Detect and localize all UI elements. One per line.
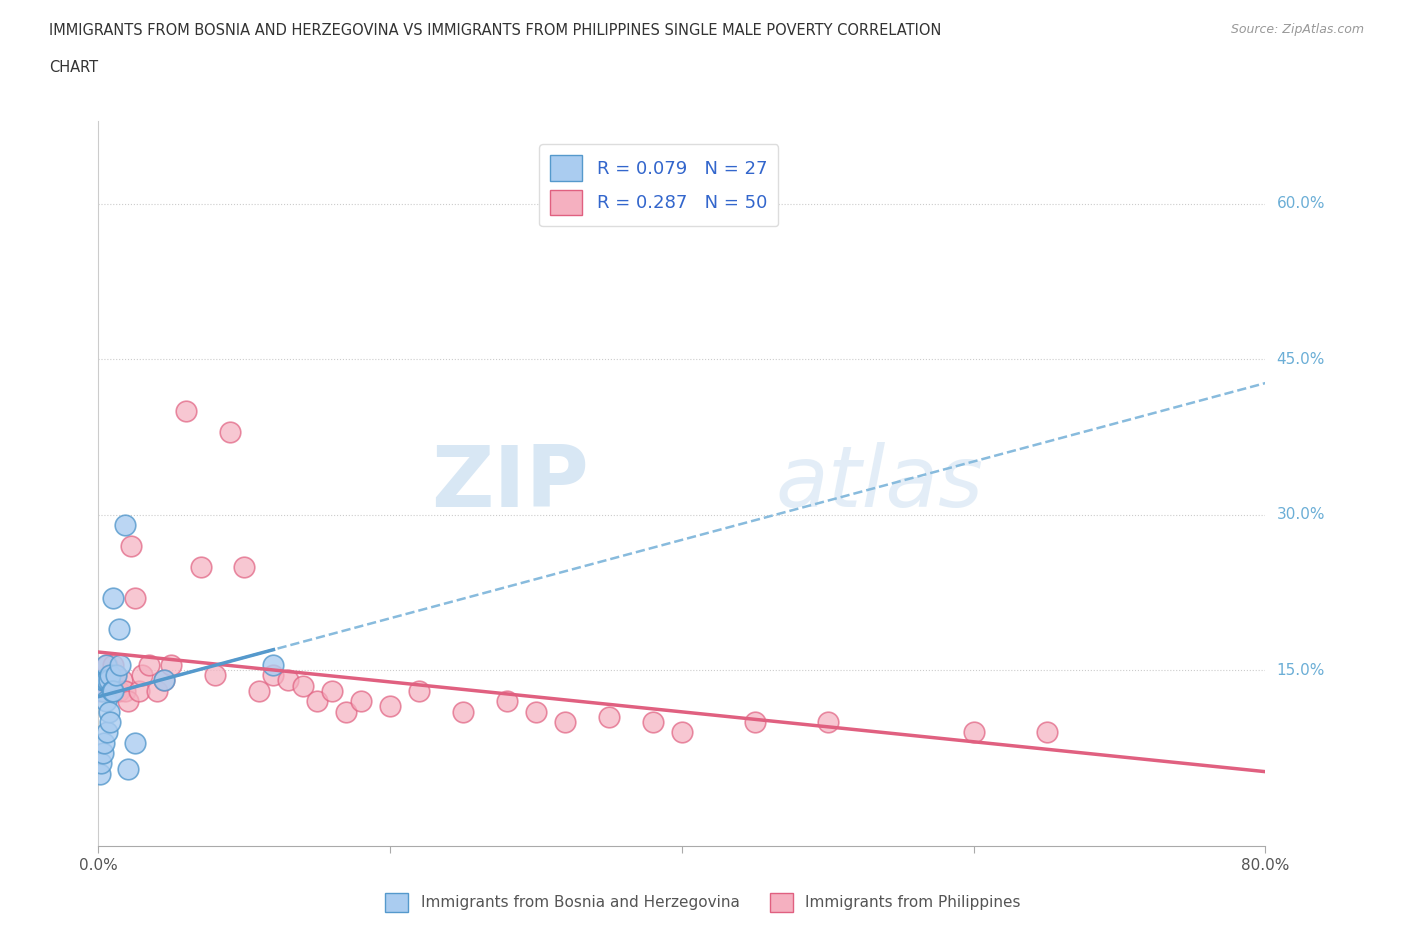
Text: CHART: CHART bbox=[49, 60, 98, 75]
Point bbox=[108, 684, 131, 698]
Point bbox=[128, 684, 150, 698]
Point bbox=[114, 684, 136, 698]
Text: 15.0%: 15.0% bbox=[1277, 663, 1324, 678]
Point bbox=[153, 673, 176, 688]
Point bbox=[94, 694, 117, 709]
Point bbox=[94, 673, 117, 688]
Point bbox=[160, 658, 183, 672]
Point bbox=[90, 756, 112, 771]
Point bbox=[262, 658, 284, 672]
Point bbox=[307, 694, 329, 709]
Point bbox=[97, 678, 120, 693]
Point bbox=[598, 710, 620, 724]
Point bbox=[451, 704, 474, 719]
Point bbox=[96, 658, 118, 672]
Text: 60.0%: 60.0% bbox=[1277, 196, 1324, 211]
Point bbox=[247, 684, 270, 698]
Point bbox=[93, 678, 115, 693]
Point bbox=[321, 684, 343, 698]
Point bbox=[524, 704, 547, 719]
Point bbox=[110, 658, 132, 672]
Point bbox=[117, 694, 139, 709]
Point bbox=[114, 518, 136, 533]
Point bbox=[120, 538, 142, 553]
Point bbox=[94, 658, 117, 672]
Point bbox=[146, 684, 169, 698]
Point bbox=[744, 714, 766, 729]
Text: 45.0%: 45.0% bbox=[1277, 352, 1324, 366]
Point bbox=[138, 658, 160, 672]
Point bbox=[190, 559, 212, 574]
Legend: R = 0.079   N = 27, R = 0.287   N = 50: R = 0.079 N = 27, R = 0.287 N = 50 bbox=[538, 144, 778, 226]
Point bbox=[1035, 724, 1057, 739]
Point bbox=[350, 694, 373, 709]
Point bbox=[380, 699, 402, 714]
Point bbox=[124, 736, 146, 751]
Point bbox=[98, 668, 121, 683]
Point bbox=[96, 673, 118, 688]
Point bbox=[111, 673, 134, 688]
Text: 30.0%: 30.0% bbox=[1277, 507, 1324, 522]
Legend: Immigrants from Bosnia and Herzegovina, Immigrants from Philippines: Immigrants from Bosnia and Herzegovina, … bbox=[380, 887, 1026, 918]
Point bbox=[554, 714, 576, 729]
Point bbox=[671, 724, 693, 739]
Point bbox=[408, 684, 430, 698]
Text: IMMIGRANTS FROM BOSNIA AND HERZEGOVINA VS IMMIGRANTS FROM PHILIPPINES SINGLE MAL: IMMIGRANTS FROM BOSNIA AND HERZEGOVINA V… bbox=[49, 23, 942, 38]
Point bbox=[94, 673, 117, 688]
Point bbox=[91, 684, 114, 698]
Point bbox=[90, 673, 112, 688]
Point bbox=[117, 761, 139, 776]
Point bbox=[101, 658, 124, 672]
Point bbox=[104, 668, 127, 683]
Point bbox=[131, 668, 153, 683]
Point bbox=[89, 766, 111, 781]
Point bbox=[101, 684, 124, 698]
Point bbox=[496, 694, 519, 709]
Point bbox=[93, 736, 115, 751]
Point bbox=[97, 673, 120, 688]
Point bbox=[335, 704, 357, 719]
Point bbox=[103, 673, 125, 688]
Point bbox=[962, 724, 984, 739]
Point bbox=[101, 591, 124, 605]
Point bbox=[174, 404, 197, 418]
Point bbox=[91, 673, 114, 688]
Point bbox=[93, 673, 115, 688]
Point bbox=[108, 621, 131, 636]
Point bbox=[96, 724, 118, 739]
Point bbox=[277, 673, 299, 688]
Point bbox=[233, 559, 256, 574]
Point bbox=[91, 746, 114, 761]
Point bbox=[817, 714, 839, 729]
Point bbox=[204, 668, 226, 683]
Text: Source: ZipAtlas.com: Source: ZipAtlas.com bbox=[1230, 23, 1364, 36]
Text: ZIP: ZIP bbox=[430, 442, 589, 525]
Point bbox=[98, 714, 121, 729]
Point bbox=[218, 424, 240, 439]
Point bbox=[153, 673, 176, 688]
Point bbox=[641, 714, 664, 729]
Point bbox=[91, 673, 114, 688]
Point bbox=[291, 678, 314, 693]
Point bbox=[100, 684, 122, 698]
Point bbox=[98, 668, 121, 683]
Point bbox=[262, 668, 284, 683]
Point bbox=[100, 673, 122, 688]
Point bbox=[104, 668, 127, 683]
Point bbox=[124, 591, 146, 605]
Point bbox=[97, 704, 120, 719]
Point bbox=[89, 684, 111, 698]
Text: atlas: atlas bbox=[775, 442, 983, 525]
